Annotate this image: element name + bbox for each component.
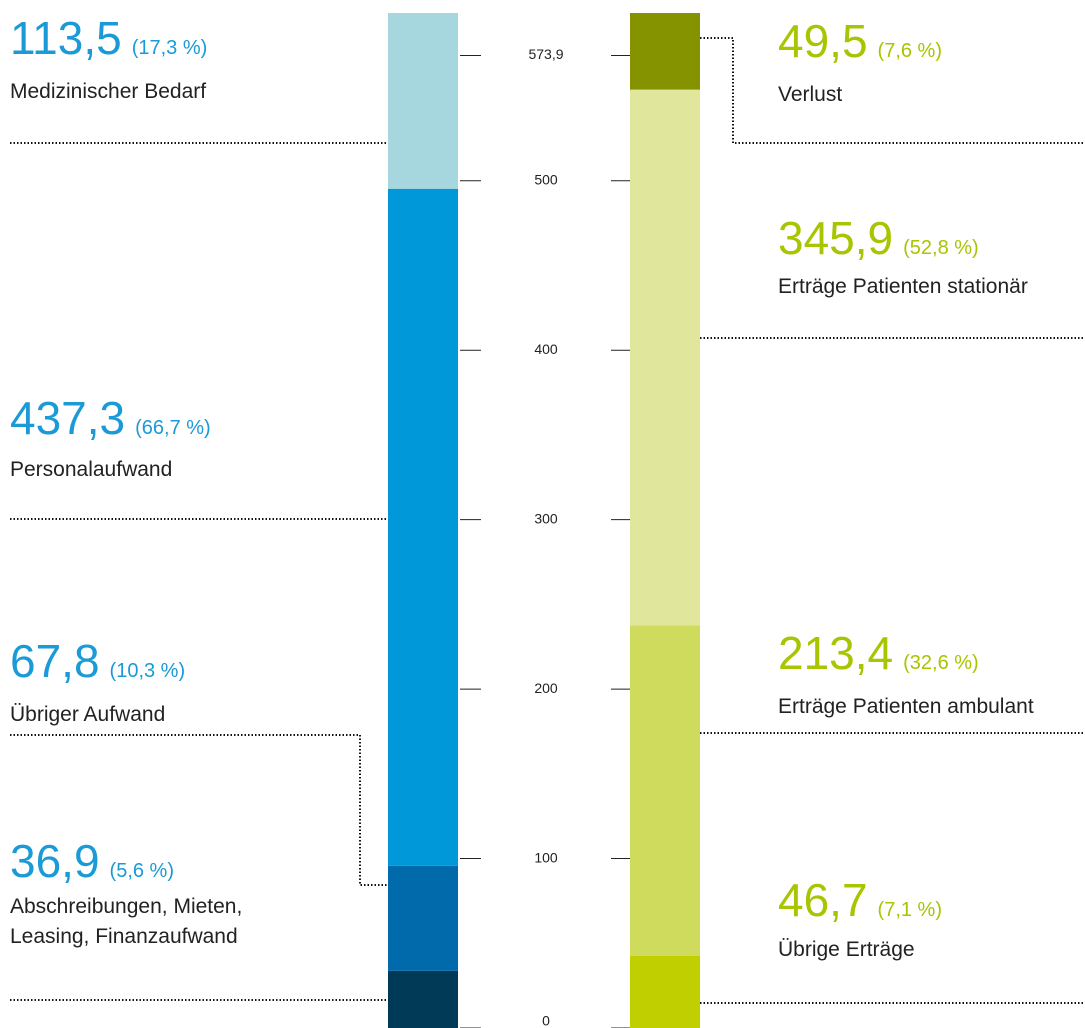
share: (17,3 %)	[131, 37, 208, 59]
value: 67,8	[10, 635, 100, 687]
value-line: 67,8 (10,3 %)	[10, 638, 185, 694]
y2-tick-label: 0	[542, 1013, 550, 1028]
bar-segment	[388, 865, 458, 971]
value-label: 113,5 (17,3 %)	[10, 15, 207, 71]
value-label: 49,5 (7,6 %)	[778, 18, 942, 74]
segment-name: Personalaufwand	[10, 455, 172, 485]
bar-segment	[388, 13, 458, 189]
y2-tick-label: 400	[534, 341, 558, 357]
segment-name-text: Personalaufwand	[10, 458, 173, 481]
share: (7,1 %)	[877, 899, 942, 921]
y2-tick-label: 300	[534, 510, 558, 526]
bar-segment	[630, 89, 700, 626]
share: (32,6 %)	[903, 652, 979, 674]
y2-tick-label: 573,9	[528, 46, 563, 62]
value: 345,9	[778, 212, 894, 264]
bar-segment	[388, 188, 458, 866]
segment-name-text: Übrige Erträge	[778, 938, 915, 961]
share: (66,7 %)	[135, 417, 211, 439]
segment-name: Verlust	[778, 80, 842, 110]
share: (10,3 %)	[109, 660, 186, 682]
value-label: 345,9 (52,8 %)	[778, 215, 979, 271]
value-line: 46,7 (7,1 %)	[778, 877, 942, 933]
share: (5,6 %)	[109, 860, 174, 882]
segment-name-text: Übriger Aufwand	[10, 703, 166, 726]
value-label: 67,8 (10,3 %)	[10, 638, 185, 694]
connector	[700, 37, 1085, 144]
value: 113,5	[10, 12, 122, 64]
segment-name-text: Erträge Patienten ambulant	[778, 695, 1034, 718]
segment-name: Erträge Patienten stationär	[778, 272, 1028, 302]
segment-name: Erträge Patienten ambulant	[778, 692, 1034, 722]
value-label: 437,3 (66,7 %)	[10, 395, 211, 451]
share: (7,6 %)	[877, 40, 942, 62]
value-label: 213,4 (32,6 %)	[778, 630, 979, 686]
y2-tick-label: 500	[534, 171, 558, 187]
bar-segment	[630, 13, 700, 90]
bar-segment	[388, 970, 458, 1028]
value: 49,5	[778, 15, 868, 67]
value-line: 345,9 (52,8 %)	[778, 215, 979, 271]
segment-name-text: Medizinischer Bedarf	[10, 80, 207, 103]
value-line: 36,9 (5,6 %)	[10, 838, 174, 894]
value: 213,4	[778, 627, 894, 679]
segment-name-text: Verlust	[778, 83, 843, 106]
bar-segment	[630, 625, 700, 956]
value: 46,7	[778, 874, 868, 926]
bar-segment	[630, 955, 700, 1028]
connector	[10, 734, 388, 886]
y2-tick-label: 200	[534, 680, 558, 696]
value-label: 36,9 (5,6 %)	[10, 838, 174, 894]
value-line: 213,4 (32,6 %)	[778, 630, 979, 686]
segment-name: Übrige Erträge	[778, 935, 915, 965]
value: 437,3	[10, 392, 126, 444]
segment-name: Medizinischer Bedarf	[10, 77, 206, 107]
value-label: 46,7 (7,1 %)	[778, 877, 942, 933]
share: (52,8 %)	[903, 237, 979, 259]
value-line: 437,3 (66,7 %)	[10, 395, 211, 451]
segment-name: Übriger Aufwand	[10, 700, 165, 730]
value-line: 113,5 (17,3 %)	[10, 15, 207, 71]
y2-tick-label: 100	[534, 849, 558, 865]
segment-name-text: Abschreibungen, Mieten, Leasing, Finanza…	[10, 895, 243, 948]
segment-name-text: Erträge Patienten stationär	[778, 275, 1028, 298]
value-line: 49,5 (7,6 %)	[778, 18, 942, 74]
value: 36,9	[10, 835, 100, 887]
segment-name: Abschreibungen, Mieten, Leasing, Finanza…	[10, 892, 320, 952]
